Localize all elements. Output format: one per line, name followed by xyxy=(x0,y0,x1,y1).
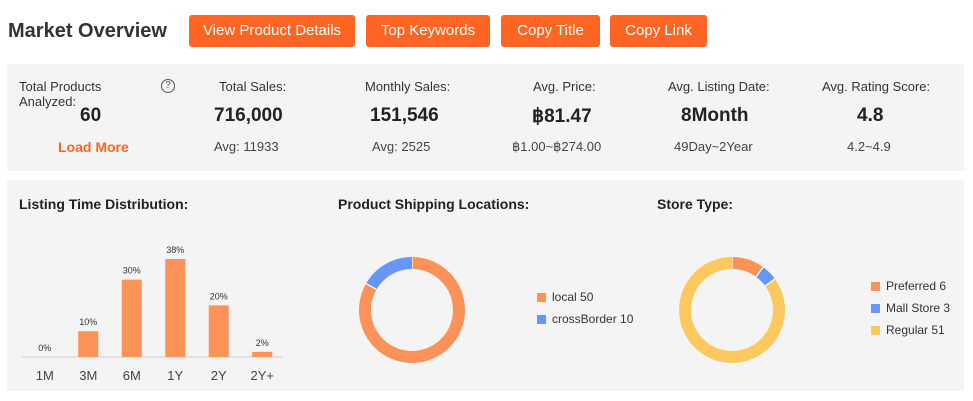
slice-separator xyxy=(365,282,377,291)
x-tick-label: 2Y+ xyxy=(251,368,275,383)
top-keywords-button[interactable]: Top Keywords xyxy=(366,15,490,47)
legend-item[interactable]: Mall Store 3 xyxy=(871,301,950,315)
stat-label: Total Products Analyzed: xyxy=(19,79,102,109)
stat-monthly-sales: Monthly Sales: 151,546 Avg: 2525 xyxy=(357,64,467,171)
legend-label: Mall Store 3 xyxy=(886,301,951,315)
bar-value-label: 38% xyxy=(166,245,184,255)
slice-regular xyxy=(679,257,785,363)
listing-time-bar-chart: 0% 1M 10% 3M 30% 6M 38% 1Y 20% 2Y 2% 2Y+ xyxy=(22,245,283,383)
listing-time-title: Listing Time Distribution: xyxy=(19,196,189,212)
help-icon[interactable]: ? xyxy=(161,79,175,93)
stat-value: 151,546 xyxy=(370,105,439,126)
charts-panel: Listing Time Distribution: Product Shipp… xyxy=(7,180,964,391)
stat-value: 716,000 xyxy=(214,105,283,126)
stat-total-sales: Total Sales: 716,000 Avg: 11933 xyxy=(197,64,297,171)
stat-sub: 4.2~4.9 xyxy=(847,139,891,154)
stat-label: Avg. Listing Date: xyxy=(668,79,770,94)
bar-value-label: 30% xyxy=(123,266,141,276)
bar-3M xyxy=(78,331,99,357)
legend-swatch xyxy=(871,282,880,291)
bar-2Y xyxy=(208,305,229,357)
x-tick-label: 1Y xyxy=(167,368,183,383)
legend-swatch xyxy=(537,315,546,324)
bar-value-label: 20% xyxy=(210,291,228,301)
legend-label: local 50 xyxy=(552,290,594,304)
legend-item[interactable]: local 50 xyxy=(537,290,593,304)
store-type-donut-chart xyxy=(679,257,785,363)
shipping-locations-title: Product Shipping Locations: xyxy=(338,196,530,212)
legend-swatch xyxy=(871,326,880,335)
stat-label: Total Sales: xyxy=(219,79,287,94)
stat-sub: ฿1.00~฿274.00 xyxy=(512,139,602,154)
shipping-locations-donut-chart xyxy=(359,257,465,363)
x-tick-label: 1M xyxy=(36,368,54,383)
copy-link-button[interactable]: Copy Link xyxy=(610,15,707,47)
copy-title-button[interactable]: Copy Title xyxy=(501,15,600,47)
legend-label: Regular 51 xyxy=(886,323,945,337)
slice-local xyxy=(359,257,465,363)
slice-separator xyxy=(755,266,764,278)
bar-value-label: 2% xyxy=(256,338,269,348)
stat-value: ฿81.47 xyxy=(532,106,592,127)
slice-crossborder xyxy=(366,257,413,290)
stat-avg-listing-date: Avg. Listing Date: 8Month 49Day~2Year xyxy=(662,64,782,171)
stat-sub: Avg: 2525 xyxy=(372,139,431,154)
store-type-title: Store Type: xyxy=(657,196,733,212)
view-product-details-button[interactable]: View Product Details xyxy=(189,15,355,47)
stat-total-products: Total Products Analyzed: ? 60 Load More xyxy=(7,64,187,171)
stat-sub: 49Day~2Year xyxy=(674,139,753,154)
x-tick-label: 2Y xyxy=(211,368,227,383)
stat-value: 8Month xyxy=(681,105,749,126)
x-tick-label: 6M xyxy=(123,368,141,383)
stats-panel: Total Products Analyzed: ? 60 Load More … xyxy=(7,64,964,171)
stat-label: Avg. Rating Score: xyxy=(822,79,931,94)
legend-swatch xyxy=(871,304,880,313)
legend-label: crossBorder 10 xyxy=(552,312,634,326)
x-tick-label: 3M xyxy=(79,368,97,383)
page-title: Market Overview xyxy=(8,20,167,42)
bar-value-label: 10% xyxy=(79,317,97,327)
stat-sub: Avg: 11933 xyxy=(214,139,279,154)
legend-label: Preferred 6 xyxy=(886,279,947,293)
slice-preferred xyxy=(731,257,764,277)
slice-mall-store xyxy=(755,267,775,287)
legend-swatch xyxy=(537,293,546,302)
stat-value: 4.8 xyxy=(857,105,884,126)
slice-separator xyxy=(764,278,776,287)
stat-label: Monthly Sales: xyxy=(365,79,451,94)
legend-item[interactable]: Preferred 6 xyxy=(871,279,946,293)
legend-item[interactable]: crossBorder 10 xyxy=(537,312,633,326)
bar-1Y xyxy=(165,259,186,357)
bar-value-label: 0% xyxy=(38,343,51,353)
header: Market Overview View Product Details Top… xyxy=(0,0,973,64)
bar-2Y+ xyxy=(252,351,273,357)
stat-avg-rating: Avg. Rating Score: 4.8 4.2~4.9 xyxy=(817,64,937,171)
bar-6M xyxy=(121,279,142,357)
stat-label: Avg. Price: xyxy=(533,79,596,94)
stat-avg-price: Avg. Price: ฿81.47 ฿1.00~฿274.00 xyxy=(507,64,617,171)
load-more-link[interactable]: Load More xyxy=(58,139,129,155)
legend-item[interactable]: Regular 51 xyxy=(871,323,945,337)
stat-value: 60 xyxy=(80,105,102,126)
